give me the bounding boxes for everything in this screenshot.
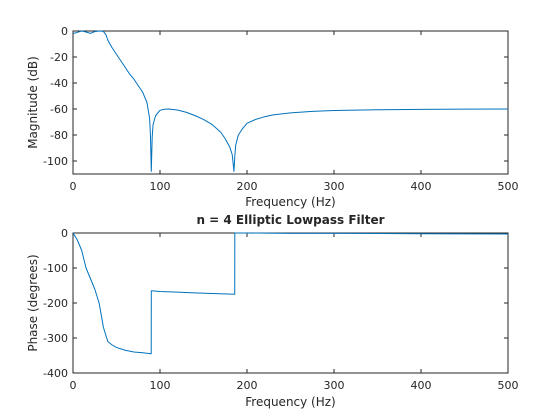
- phase-y-tick-label: 0: [61, 227, 68, 240]
- magnitude-y-tick-label: -40: [50, 77, 68, 90]
- magnitude-response-line: [72, 30, 509, 172]
- magnitude-y-tick-label: -100: [43, 155, 68, 168]
- magnitude-x-tick-label: 0: [70, 180, 77, 193]
- phase-plot: 0 100 200 300 400 500 0 -100 -200 -300 -400 n = 4 …: [26, 213, 519, 409]
- magnitude-plot: 0 100 200 300 400 500 0 -20 -40 -60 -80 -100 Freque…: [26, 25, 519, 209]
- magnitude-x-tick-label: 300: [324, 180, 345, 193]
- phase-chart-title: n = 4 Elliptic Lowpass Filter: [196, 213, 384, 227]
- phase-y-axis-label: Phase (degrees): [26, 254, 40, 351]
- phase-x-tick-label: 100: [150, 379, 171, 392]
- phase-x-tick-label: 400: [411, 379, 432, 392]
- phase-y-tick-label: -300: [43, 332, 68, 345]
- magnitude-axes-box: [72, 30, 509, 175]
- phase-x-tick-label: 0: [70, 379, 77, 392]
- magnitude-x-tick-label: 500: [498, 180, 519, 193]
- magnitude-y-axis-label: Magnitude (dB): [26, 56, 40, 149]
- magnitude-y-tick-label: -20: [50, 51, 68, 64]
- magnitude-x-axis-label: Frequency (Hz): [245, 195, 336, 209]
- phase-response-line: [72, 232, 509, 355]
- magnitude-ticks: 0 100 200 300 400 500 0 -20 -40 -60 -80 -100: [43, 25, 518, 193]
- phase-y-tick-label: -400: [43, 367, 68, 380]
- magnitude-y-tick-label: -80: [50, 129, 68, 142]
- phase-x-tick-label: 200: [237, 379, 258, 392]
- magnitude-x-tick-label: 400: [411, 180, 432, 193]
- magnitude-x-tick-label: 200: [237, 180, 258, 193]
- phase-x-tick-label: 300: [324, 379, 345, 392]
- phase-y-tick-label: -100: [43, 262, 68, 275]
- magnitude-y-tick-label: -60: [50, 103, 68, 116]
- phase-y-tick-label: -200: [43, 297, 68, 310]
- phase-x-axis-label: Frequency (Hz): [245, 395, 336, 409]
- magnitude-x-tick-label: 100: [150, 180, 171, 193]
- phase-x-tick-label: 500: [498, 379, 519, 392]
- magnitude-y-tick-label: 0: [61, 25, 68, 38]
- phase-axes-box: [72, 232, 509, 374]
